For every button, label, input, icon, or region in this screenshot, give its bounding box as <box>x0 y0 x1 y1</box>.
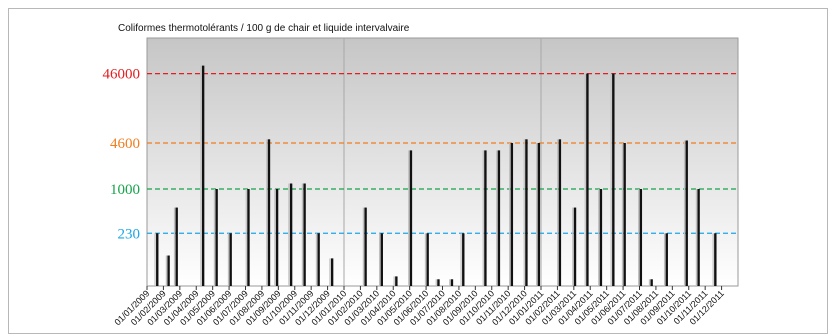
bar <box>612 73 615 287</box>
bar <box>462 233 465 286</box>
bar-shadow <box>213 188 216 286</box>
bar <box>229 233 232 286</box>
bar-shadow <box>227 233 230 286</box>
bar <box>714 233 717 286</box>
bar-shadow <box>200 65 202 287</box>
bar-shadow <box>695 188 697 286</box>
bar-shadow <box>362 207 364 286</box>
bar <box>364 207 367 286</box>
reference-label-46000: 46000 <box>103 67 141 83</box>
bar-shadow <box>435 279 437 286</box>
bar-shadow <box>598 188 600 286</box>
bar-shadow <box>424 233 427 286</box>
bar-shadow <box>266 139 268 286</box>
bar <box>573 207 577 286</box>
bar-shadow <box>572 207 574 286</box>
bar <box>586 73 589 287</box>
bar-shadow <box>557 139 559 286</box>
bar <box>303 183 306 286</box>
bar <box>247 188 250 286</box>
bar <box>380 233 383 286</box>
bar <box>623 143 626 286</box>
bar <box>537 143 541 286</box>
bar <box>639 188 643 286</box>
bar <box>697 188 700 286</box>
bar-shadow <box>378 233 381 286</box>
bar <box>175 207 178 286</box>
plot-area <box>146 37 739 287</box>
bar <box>167 255 170 286</box>
bar <box>426 233 429 286</box>
bar <box>558 139 562 286</box>
bar-shadow <box>482 150 484 286</box>
bar <box>437 279 440 286</box>
bar <box>330 258 334 286</box>
bar-shadow <box>638 188 640 286</box>
bar <box>156 233 159 286</box>
bar-shadow <box>154 233 156 286</box>
bar-shadow <box>610 73 612 287</box>
bar-shadow <box>584 73 586 287</box>
bar <box>525 139 528 286</box>
bar-shadow <box>288 183 290 286</box>
bar <box>395 276 398 286</box>
bar <box>215 188 218 286</box>
bar <box>665 233 668 286</box>
bar <box>599 188 603 286</box>
bar-shadow <box>683 140 686 286</box>
bar-shadow <box>460 233 462 286</box>
bar-shadow <box>496 150 498 286</box>
bar <box>650 279 653 286</box>
bar <box>409 150 413 286</box>
bar-shadow <box>712 233 714 286</box>
bar <box>510 143 514 286</box>
reference-label-230: 230 <box>118 226 141 242</box>
bar-shadow <box>329 258 331 286</box>
bar-shadow <box>509 143 511 286</box>
reference-label-4600: 4600 <box>110 136 140 152</box>
bar-shadow <box>648 279 651 286</box>
bar-shadow <box>536 143 538 286</box>
bar <box>317 233 320 286</box>
bar-shadow <box>621 143 624 286</box>
bar-shadow <box>663 233 666 286</box>
bar-shadow <box>523 139 525 286</box>
bar <box>685 140 688 286</box>
bar-shadow <box>408 150 410 286</box>
bar <box>484 150 487 286</box>
bar-shadow <box>301 183 303 286</box>
bar-shadow <box>274 188 276 286</box>
bar-shadow <box>165 255 167 286</box>
bar <box>497 150 501 286</box>
bar <box>201 65 205 287</box>
bar-shadow <box>393 276 395 286</box>
bar <box>275 188 279 286</box>
bar-shadow <box>315 233 318 286</box>
bar <box>450 279 454 286</box>
bar-shadow <box>173 207 176 286</box>
chart-title: Coliformes thermotolérants / 100 g de ch… <box>118 23 410 34</box>
bar-shadow <box>449 279 451 286</box>
bar <box>289 183 293 286</box>
bar <box>267 139 271 286</box>
reference-label-1000: 1000 <box>110 182 140 198</box>
bar-shadow <box>245 188 247 286</box>
